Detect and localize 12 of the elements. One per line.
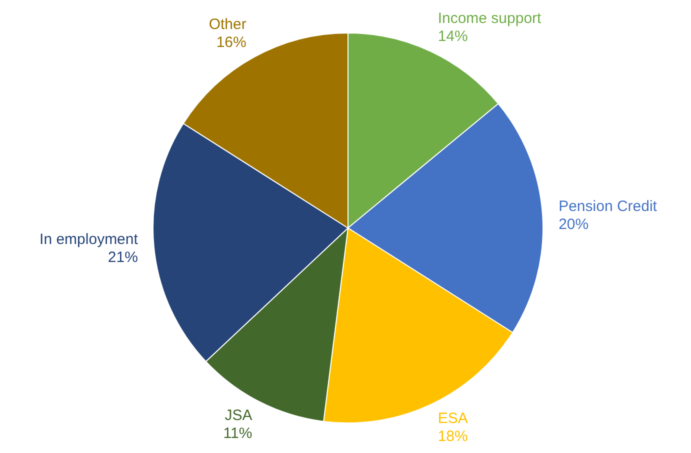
slice-label: ESA — [438, 410, 468, 427]
data-label: 16% — [216, 34, 246, 52]
slice-label: Income support — [438, 10, 542, 28]
data-label: 14% — [438, 28, 468, 46]
data-label: 20% — [558, 216, 589, 233]
slice-label: Other — [208, 16, 246, 34]
data-label: 21% — [108, 248, 138, 266]
data-label: 11% — [223, 425, 252, 442]
slice-label: JSA — [224, 407, 252, 424]
slice-label: In employment — [40, 230, 139, 248]
data-label: 18% — [438, 428, 468, 445]
slice-label: Pension Credit — [558, 198, 658, 215]
